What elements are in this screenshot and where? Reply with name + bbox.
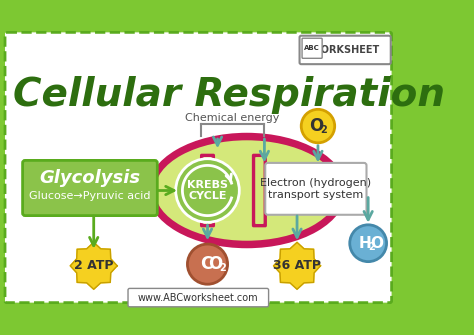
FancyBboxPatch shape xyxy=(128,288,269,307)
Text: O: O xyxy=(370,236,383,251)
FancyBboxPatch shape xyxy=(5,32,392,303)
Text: Glucose→Pyruvic acid: Glucose→Pyruvic acid xyxy=(29,191,151,201)
Text: 36 ATP: 36 ATP xyxy=(273,259,321,272)
FancyBboxPatch shape xyxy=(300,36,391,64)
Text: 2: 2 xyxy=(320,125,327,135)
Text: O: O xyxy=(309,117,323,135)
Ellipse shape xyxy=(155,140,339,241)
Text: ABC: ABC xyxy=(304,45,320,51)
FancyBboxPatch shape xyxy=(255,157,264,224)
Text: WORKSHEET: WORKSHEET xyxy=(311,45,380,55)
Text: 2: 2 xyxy=(219,263,226,273)
Polygon shape xyxy=(273,243,320,289)
Text: Chemical energy: Chemical energy xyxy=(185,113,280,123)
Circle shape xyxy=(187,244,228,284)
Text: C: C xyxy=(200,255,212,273)
FancyBboxPatch shape xyxy=(265,163,366,215)
Text: H: H xyxy=(358,236,371,251)
Text: Glycolysis: Glycolysis xyxy=(39,169,140,187)
Circle shape xyxy=(176,159,239,222)
FancyBboxPatch shape xyxy=(200,154,215,227)
FancyBboxPatch shape xyxy=(23,160,157,216)
FancyBboxPatch shape xyxy=(203,157,212,224)
Text: www.ABCworksheet.com: www.ABCworksheet.com xyxy=(138,292,259,303)
Circle shape xyxy=(301,109,335,143)
Text: 2: 2 xyxy=(368,243,375,252)
Text: Cellular Respiration: Cellular Respiration xyxy=(12,76,445,114)
FancyBboxPatch shape xyxy=(252,154,267,227)
Text: O: O xyxy=(208,255,222,273)
Ellipse shape xyxy=(147,133,346,248)
Text: KREBS
CYCLE: KREBS CYCLE xyxy=(187,180,228,201)
Polygon shape xyxy=(70,243,117,289)
Circle shape xyxy=(350,225,387,262)
Text: Electron (hydrogen)
transport system: Electron (hydrogen) transport system xyxy=(260,178,372,200)
Text: 2 ATP: 2 ATP xyxy=(74,259,113,272)
FancyBboxPatch shape xyxy=(302,38,322,58)
